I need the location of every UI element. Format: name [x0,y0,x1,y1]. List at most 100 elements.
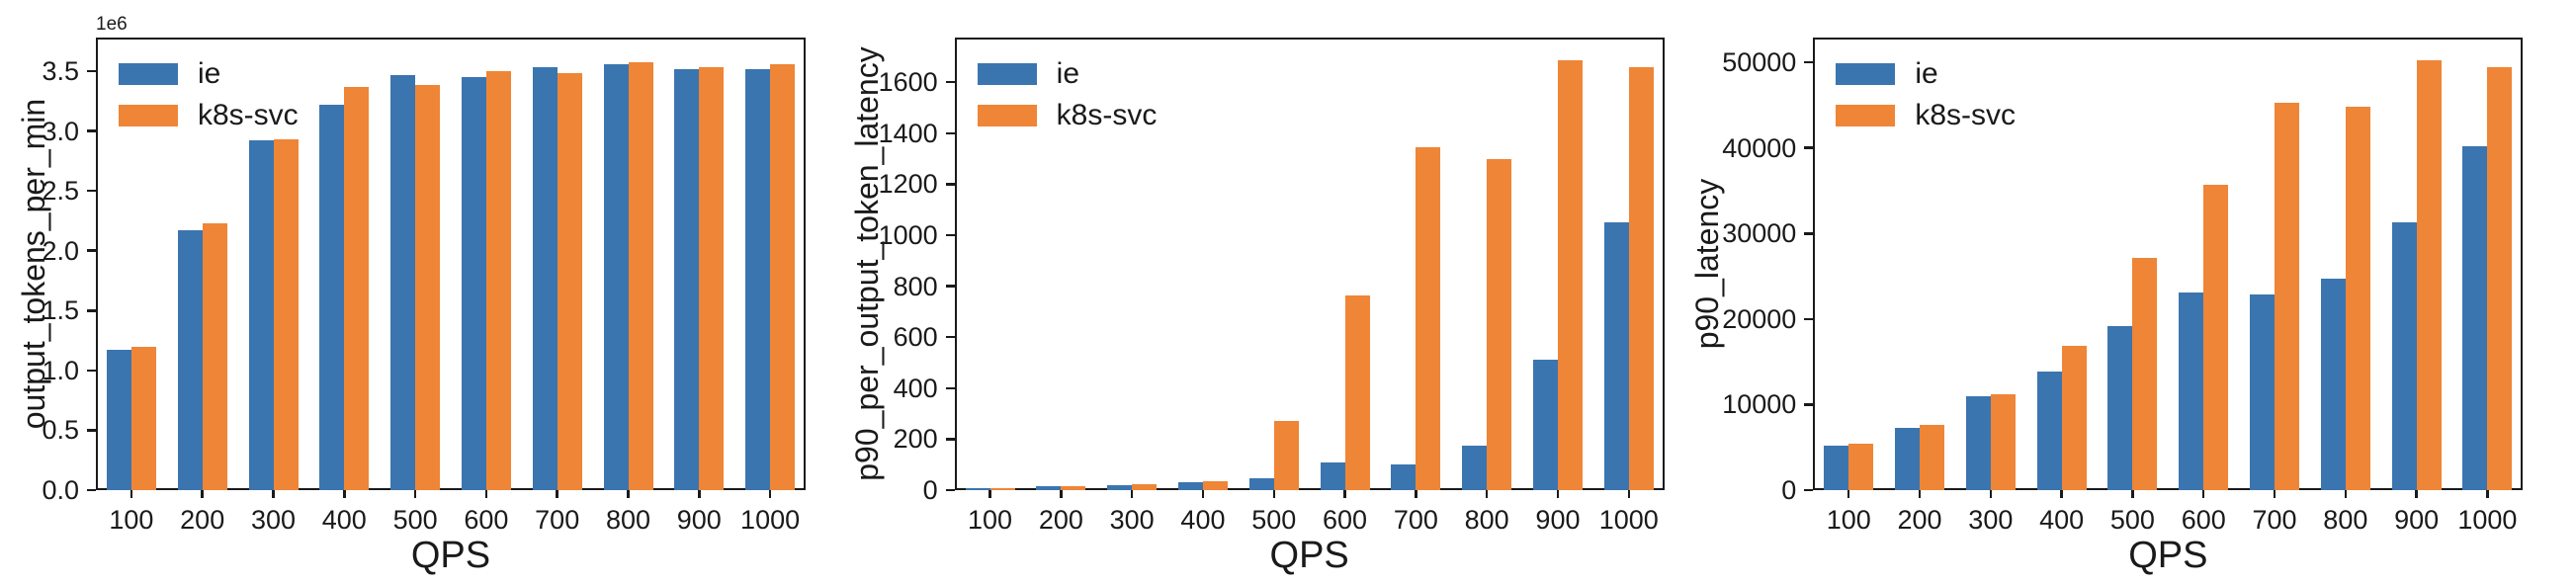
y-tick-label: 0.5 [42,415,79,446]
bar-p90_per_output_token_latency-k8s-svc-qps-600 [1344,294,1370,490]
y-tick-mark [1804,317,1814,321]
x-tick-mark [1846,490,1850,498]
bar-p90_per_output_token_latency-ie-qps-600 [1320,461,1345,490]
bar-output_tokens_per_min-k8s-svc-qps-900 [699,67,725,490]
y-tick-label: 600 [893,322,938,353]
y-tick-label: 1600 [878,67,938,98]
bar-output_tokens_per_min-ie-qps-900 [674,68,700,490]
bar-output_tokens_per_min-k8s-svc-qps-300 [273,138,299,490]
bar-p90_latency-ie-qps-300 [1965,396,1991,490]
x-axis-label-p90_per_output_token_latency: QPS [1269,535,1349,576]
bar-p90_per_output_token_latency-ie-qps-1000 [1603,222,1629,490]
x-tick-label: 300 [1109,505,1155,535]
bar-output_tokens_per_min-k8s-svc-qps-200 [202,222,227,490]
bar-p90_per_output_token_latency-k8s-svc-qps-100 [989,487,1015,490]
legend-swatch-k8s-svc [977,105,1037,126]
y-tick-mark [945,285,955,288]
x-tick-mark [343,490,346,498]
x-tick-mark [2273,490,2276,498]
y-axis-label-p90_per_output_token_latency: p90_per_output_token_latency [848,46,885,481]
bar-output_tokens_per_min-ie-qps-300 [248,140,274,490]
y-tick-mark [945,488,955,492]
y-tick-label: 1400 [878,118,938,148]
bar-p90_latency-ie-qps-200 [1895,427,1921,490]
legend-label-ie: ie [198,57,221,90]
bar-p90_per_output_token_latency-ie-qps-500 [1248,478,1274,490]
x-tick-mark [2201,490,2205,498]
x-tick-mark [1201,490,1205,498]
x-tick-mark [1989,490,1993,498]
bar-p90_per_output_token_latency-ie-qps-700 [1391,464,1417,490]
y-tick-label: 3.0 [42,116,79,146]
bar-output_tokens_per_min-k8s-svc-qps-1000 [770,63,796,490]
bar-p90_latency-k8s-svc-qps-300 [1990,394,2016,490]
y-tick-label: 1000 [878,219,938,250]
y-tick-mark [87,69,96,73]
x-tick-mark [2344,490,2348,498]
y-tick-mark [87,249,96,252]
x-tick-label: 500 [2109,505,2155,535]
y-tick-label: 400 [893,373,938,403]
y-tick-mark [945,183,955,186]
legend-swatch-ie [119,63,178,85]
y-tick-label: 0 [922,475,938,505]
legend-swatch-ie [1836,63,1896,85]
y-tick-label: 40000 [1722,132,1797,163]
bar-p90_latency-k8s-svc-qps-1000 [2487,67,2513,490]
chart-panel-output_tokens_per_min: 0.0 0.5 1.0 1.5 2.0 2.5 3.0 3.5 100 200 300 400 500 6… [0,0,859,585]
bar-p90_per_output_token_latency-ie-qps-800 [1462,445,1488,490]
x-tick-label: 700 [1393,505,1438,535]
y-tick-mark [945,335,955,339]
y-tick-label: 50000 [1722,47,1797,78]
x-tick-label: 700 [2252,505,2297,535]
y-tick-label: 0 [1781,475,1797,505]
bar-p90_latency-ie-qps-700 [2250,294,2275,490]
x-tick-label: 500 [392,505,438,535]
x-tick-mark [988,490,991,498]
x-tick-mark [1060,490,1063,498]
x-tick-mark [2131,490,2134,498]
x-tick-label: 1000 [1598,505,1659,535]
x-tick-mark [1556,490,1560,498]
bar-output_tokens_per_min-ie-qps-700 [532,67,558,490]
bar-p90_per_output_token_latency-k8s-svc-qps-200 [1061,486,1086,490]
bar-p90_per_output_token_latency-ie-qps-200 [1036,486,1062,490]
x-tick-label: 200 [1897,505,1942,535]
bar-output_tokens_per_min-k8s-svc-qps-500 [415,85,441,490]
x-tick-label: 100 [1826,505,1871,535]
x-tick-mark [1130,490,1134,498]
y-tick-label: 800 [893,271,938,301]
bar-p90_latency-k8s-svc-qps-200 [1920,425,1945,490]
bar-p90_latency-ie-qps-800 [2320,279,2346,490]
y-axis-label-p90_latency: p90_latency [1689,178,1726,350]
bar-output_tokens_per_min-ie-qps-800 [603,63,629,490]
y-tick-mark [945,386,955,390]
x-tick-mark [768,490,772,498]
bar-p90_latency-ie-qps-100 [1824,445,1849,490]
x-tick-label: 600 [1323,505,1368,535]
x-tick-mark [556,490,558,498]
x-tick-label: 400 [1180,505,1226,535]
bar-p90_latency-k8s-svc-qps-600 [2203,185,2229,490]
x-tick-label: 800 [605,505,651,535]
y-tick-label: 3.5 [42,55,79,86]
bar-p90_per_output_token_latency-k8s-svc-qps-800 [1487,158,1512,490]
bar-p90_latency-ie-qps-1000 [2462,145,2488,490]
y-tick-label: 2.0 [42,235,79,266]
y-tick-mark [87,369,96,373]
y-tick-mark [1804,60,1814,64]
y-tick-label: 2.5 [42,176,79,207]
x-axis-label-p90_latency: QPS [2128,535,2208,576]
x-tick-label: 600 [464,505,509,535]
legend-swatch-ie [977,63,1037,85]
x-tick-mark [413,490,417,498]
x-tick-label: 1000 [2457,505,2518,535]
bar-p90_latency-k8s-svc-qps-400 [2061,346,2087,490]
y-tick-mark [87,429,96,432]
y-tick-mark [87,189,96,193]
x-tick-label: 600 [2181,505,2226,535]
x-tick-mark [1627,490,1630,498]
x-tick-mark [201,490,204,498]
x-tick-label: 700 [535,505,580,535]
